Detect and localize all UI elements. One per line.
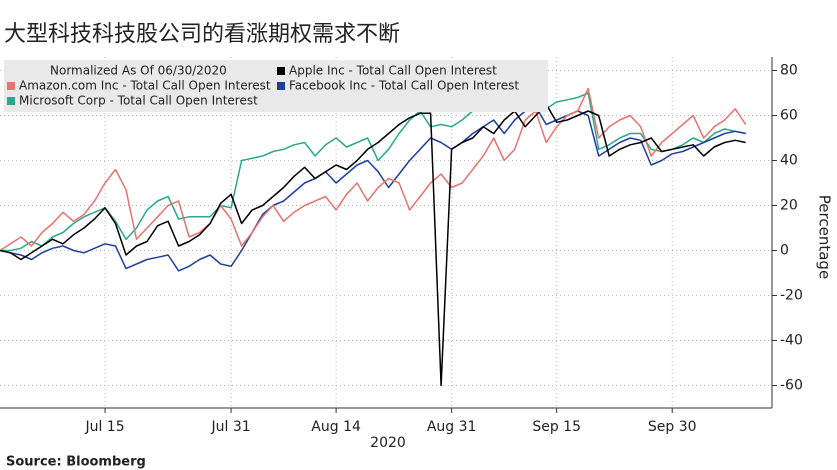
- series-line: [0, 105, 746, 272]
- legend-label: Apple Inc - Total Call Open Interest: [289, 64, 497, 78]
- y-tick-label: -20: [780, 288, 803, 304]
- legend-box: [4, 60, 548, 112]
- y-tick-label: -40: [780, 333, 803, 349]
- chart-title: 大型科技科技股公司的看涨期权需求不断: [4, 22, 400, 47]
- y-tick-label: 0: [780, 243, 789, 259]
- legend-label: Microsoft Corp - Total Call Open Interes…: [19, 94, 258, 108]
- x-tick-label: Jul 31: [210, 419, 250, 435]
- series-line: [0, 85, 746, 252]
- x-tick-label: Sep 15: [532, 419, 581, 435]
- legend-swatch: [7, 82, 15, 90]
- y-tick-label: 20: [780, 198, 798, 214]
- legend-swatch: [277, 82, 285, 90]
- series-line: [0, 103, 746, 387]
- legend-swatch: [277, 67, 285, 75]
- y-tick-label: 60: [780, 108, 798, 124]
- plot-area: -60 -40 -20 0 20 40 60 80 Jul 15 Jul 31 Aug 14 Aug …: [0, 57, 803, 435]
- y-axis-label: Percentage: [816, 195, 834, 279]
- legend-swatch: [7, 97, 15, 105]
- x-tick-label: Jul 15: [84, 419, 124, 435]
- y-tick-label: 80: [780, 63, 798, 79]
- x-tick-label: Aug 31: [427, 419, 477, 435]
- y-tick-label: -60: [780, 378, 803, 394]
- legend-title: Normalized As Of 06/30/2020: [50, 64, 227, 78]
- source: Source: Bloomberg: [6, 455, 146, 470]
- y-tick-label: 40: [780, 153, 798, 169]
- x-tick-label: Aug 14: [311, 419, 361, 435]
- legend-label: Facebook Inc - Total Call Open Interest: [289, 79, 519, 93]
- legend-label: Amazon.com Inc - Total Call Open Interes…: [19, 79, 271, 93]
- x-axis-label: 2020: [370, 435, 406, 451]
- x-tick-label: Sep 30: [648, 419, 697, 435]
- series-line: [0, 87, 747, 252]
